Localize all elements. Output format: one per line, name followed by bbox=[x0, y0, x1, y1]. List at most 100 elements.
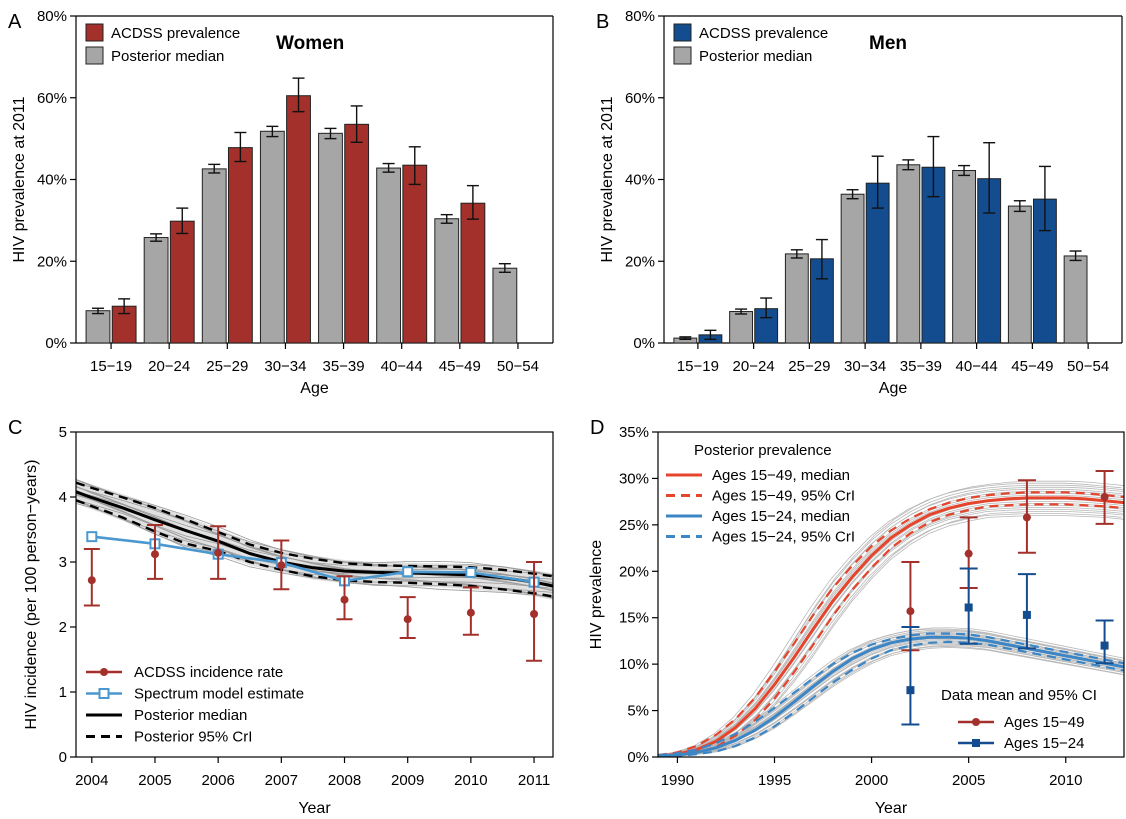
x-tick-label: 2000 bbox=[855, 772, 888, 789]
x-tick-label: 35−39 bbox=[322, 358, 364, 375]
legend-marker bbox=[98, 688, 110, 699]
posterior-sample-line bbox=[661, 627, 1124, 756]
y-tick-label: 40% bbox=[37, 172, 67, 189]
y-tick-label: 20% bbox=[619, 563, 649, 580]
x-tick-label: 2005 bbox=[138, 772, 171, 789]
x-tick-label: 35−39 bbox=[900, 358, 942, 375]
data-point-15-49 bbox=[964, 549, 973, 558]
data-point-15-24 bbox=[964, 603, 973, 612]
posterior-sample-line bbox=[76, 479, 553, 576]
spectrum-point bbox=[402, 566, 414, 578]
posterior-sample-line bbox=[76, 486, 553, 580]
bar-acdss-prevalence bbox=[286, 95, 311, 344]
x-tick-label: 1990 bbox=[661, 772, 694, 789]
error-bar-data-15-24 bbox=[901, 626, 920, 726]
error-bar-posterior bbox=[735, 308, 748, 315]
y-tick-label: 4 bbox=[59, 489, 67, 506]
bar-posterior-median bbox=[952, 170, 977, 344]
x-tick-label: 25−29 bbox=[206, 358, 248, 375]
posterior-sample-line bbox=[658, 482, 1122, 756]
plot-frame bbox=[75, 431, 554, 758]
legend-entry-spectrum-model-estimate: Spectrum model estimate bbox=[86, 686, 304, 703]
acdss-incidence-point bbox=[530, 610, 539, 618]
x-tick-label: 50−54 bbox=[497, 358, 539, 375]
x-tick-label: 45−49 bbox=[439, 358, 481, 375]
error-bar-posterior bbox=[324, 127, 337, 140]
median-ages-15-24-median bbox=[658, 635, 1124, 757]
legend-entry-ages-15-24-median: Ages 15−24, median bbox=[666, 508, 850, 525]
bar-acdss-prevalence bbox=[460, 202, 486, 344]
y-tick-label: 0% bbox=[633, 335, 655, 352]
x-tick-label: 20−24 bbox=[733, 358, 775, 375]
bar-posterior-median bbox=[85, 310, 111, 344]
x-tick-label: 40−44 bbox=[381, 358, 423, 375]
legend-label: Ages 15−49, 95% CrI bbox=[712, 488, 855, 505]
data-point-15-49 bbox=[1022, 513, 1031, 522]
spectrum-point bbox=[86, 531, 98, 543]
error-bar-posterior bbox=[91, 307, 104, 315]
panel-letter: B bbox=[596, 11, 609, 33]
plot-area bbox=[76, 479, 553, 662]
x-tick-label: 15−19 bbox=[677, 358, 719, 375]
cri-upper-ages-15-24-95-cri bbox=[658, 632, 1124, 757]
bar-posterior-median bbox=[201, 168, 227, 344]
legend-marker bbox=[972, 718, 980, 726]
legend-entry-posterior-95-cri: Posterior 95% CrI bbox=[86, 729, 252, 746]
bar-posterior-median bbox=[729, 311, 754, 344]
error-bar-posterior bbox=[1069, 250, 1082, 262]
bar-acdss-prevalence bbox=[402, 164, 428, 344]
legend-label: Ages 15−24 bbox=[1004, 735, 1085, 752]
error-bar-posterior bbox=[902, 159, 915, 171]
error-bar-acdss bbox=[234, 131, 247, 163]
x-tick-label: 30−34 bbox=[844, 358, 886, 375]
x-tick-label: 25−29 bbox=[788, 358, 830, 375]
data-point-15-24 bbox=[1022, 610, 1031, 619]
y-tick-label: 10% bbox=[619, 656, 649, 673]
x-axis-label: Age bbox=[300, 380, 329, 397]
legend-marker bbox=[100, 668, 108, 676]
y-tick-label: 15% bbox=[619, 610, 649, 627]
legend-entry-ages-15-24-95-cri: Ages 15−24, 95% CrI bbox=[666, 529, 855, 546]
x-tick-label: 45−49 bbox=[1011, 358, 1053, 375]
x-tick-label: 20−24 bbox=[148, 358, 190, 375]
error-bar-posterior bbox=[382, 162, 395, 173]
legend-label: Ages 15−49 bbox=[1004, 714, 1085, 731]
error-bar-acdss bbox=[815, 238, 828, 280]
error-bar-acdss bbox=[871, 155, 884, 209]
spectrum-point bbox=[465, 566, 477, 578]
x-tick-label: 2009 bbox=[391, 772, 424, 789]
posterior-band-fill bbox=[76, 479, 553, 600]
posterior-median-line bbox=[76, 490, 553, 588]
legend-label-posterior: Posterior median bbox=[699, 48, 812, 65]
posterior-sample-line bbox=[658, 500, 1124, 757]
x-axis-label: Age bbox=[879, 380, 908, 397]
error-bar-posterior bbox=[150, 233, 163, 242]
posterior-sample-line bbox=[659, 486, 1124, 756]
y-tick-label: 1 bbox=[59, 684, 67, 701]
legend-label-posterior: Posterior median bbox=[111, 48, 224, 65]
legend-swatch-posterior bbox=[673, 46, 692, 65]
legend-label-acdss: ACDSS prevalence bbox=[699, 25, 828, 42]
posterior-sample-line bbox=[76, 483, 553, 576]
error-bar-acdss bbox=[1038, 165, 1051, 232]
bar-posterior-median bbox=[143, 237, 169, 344]
y-tick-label: 20% bbox=[625, 253, 655, 270]
y-tick-label: 80% bbox=[625, 8, 655, 25]
error-bar-acdss bbox=[350, 105, 363, 144]
bar-acdss-prevalence bbox=[344, 123, 370, 344]
cri-lower-ages-15-24-95-cri bbox=[658, 640, 1124, 757]
legend-entry-ages-15-49: Ages 15−49 bbox=[958, 714, 1085, 731]
error-bar-acdss bbox=[118, 298, 131, 315]
y-tick-label: 0% bbox=[627, 749, 649, 766]
acdss-incidence-point bbox=[87, 576, 96, 585]
error-bar-acdss bbox=[408, 146, 421, 186]
x-tick-label: 2008 bbox=[328, 772, 361, 789]
legend-label: Posterior 95% CrI bbox=[134, 729, 252, 746]
y-tick-label: 20% bbox=[37, 253, 67, 270]
error-bar-acdss bbox=[704, 329, 717, 341]
error-bar-posterior bbox=[498, 263, 511, 273]
posterior-sample-line bbox=[76, 499, 553, 593]
legend-swatch-posterior bbox=[85, 46, 104, 65]
x-axis-label: Year bbox=[875, 800, 908, 817]
